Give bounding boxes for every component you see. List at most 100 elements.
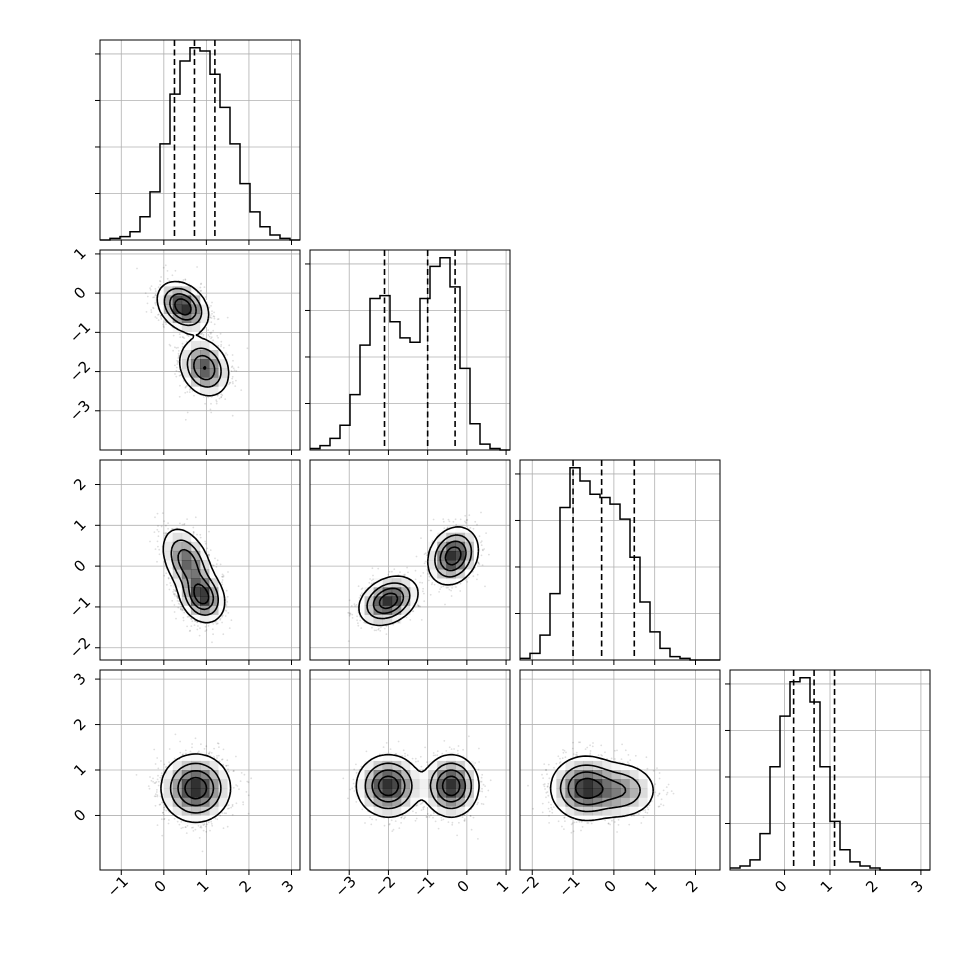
sample-point: [225, 610, 228, 612]
sample-point: [215, 563, 218, 565]
sample-point: [227, 612, 230, 614]
sample-point: [154, 516, 156, 519]
panel-plot-1-2: [310, 460, 510, 660]
contour-level-1: [163, 287, 222, 388]
sample-point: [173, 593, 176, 596]
contour-level-1: [170, 539, 219, 616]
sample-point: [176, 596, 178, 598]
sample-point: [419, 605, 421, 608]
sample-point: [171, 274, 174, 277]
sample-point: [184, 391, 187, 394]
sample-point: [210, 411, 213, 414]
sample-point: [210, 331, 213, 334]
sample-point: [199, 290, 202, 292]
sample-point: [177, 350, 180, 352]
sample-point: [211, 564, 214, 567]
sample-point: [186, 411, 189, 414]
sample-point: [226, 601, 229, 603]
sample-point: [157, 319, 160, 322]
sample-point: [220, 395, 223, 398]
sample-point: [224, 398, 227, 400]
sample-point: [234, 385, 237, 387]
sample-point: [221, 573, 224, 576]
sample-point: [163, 326, 165, 329]
sample-point: [403, 574, 406, 577]
sample-point: [369, 578, 371, 580]
sample-point: [179, 374, 182, 376]
hist-bars-3: [730, 676, 930, 871]
sample-point: [188, 388, 191, 391]
sample-point: [225, 352, 227, 355]
sample-point: [230, 366, 233, 369]
sample-point: [207, 625, 210, 627]
sample-point: [215, 402, 218, 405]
sample-point: [363, 621, 365, 624]
sample-point: [228, 383, 230, 386]
sample-point: [349, 612, 352, 615]
sample-point: [482, 549, 484, 552]
sample-point: [188, 615, 191, 618]
sample-point: [177, 357, 180, 360]
sample-point: [230, 619, 233, 622]
contour-level-0: [156, 280, 230, 397]
sample-point: [210, 321, 213, 324]
hist-panel-1: [305, 250, 510, 451]
sample-point: [174, 589, 177, 592]
sample-point: [177, 354, 180, 357]
sample-point: [145, 311, 148, 313]
sample-point: [221, 579, 224, 581]
sample-point: [171, 528, 174, 530]
sample-point: [215, 400, 218, 403]
sample-point: [213, 311, 216, 314]
sample-point: [447, 526, 449, 529]
sample-point: [168, 343, 171, 346]
sample-point: [181, 345, 184, 348]
sample-point: [157, 525, 159, 527]
sample-point: [182, 336, 185, 339]
sample-point: [208, 553, 211, 556]
sample-point: [231, 377, 234, 380]
sample-point: [163, 520, 166, 522]
hist-bars-1: [310, 256, 510, 451]
sample-point: [165, 321, 167, 324]
sample-point: [218, 397, 221, 400]
sample-point: [466, 581, 469, 583]
sample-point: [157, 530, 160, 533]
sample-point: [222, 346, 225, 349]
sample-point: [215, 399, 218, 401]
sample-point: [163, 532, 165, 534]
sample-point: [154, 302, 157, 304]
sample-point: [204, 630, 207, 632]
sample-point: [204, 540, 207, 543]
sample-point: [398, 621, 401, 623]
sample-point: [146, 302, 149, 305]
contour-level-3: [174, 298, 207, 370]
sample-point: [181, 336, 184, 338]
sample-point: [185, 385, 187, 388]
sample-point: [196, 628, 199, 631]
sample-point: [237, 366, 240, 369]
sample-point: [208, 335, 211, 338]
sample-point: [207, 553, 210, 556]
sample-point: [204, 542, 207, 545]
sample-point: [203, 286, 206, 288]
sample-point: [186, 518, 189, 520]
sample-point: [177, 356, 180, 358]
sample-point: [488, 553, 490, 556]
sample-point: [181, 523, 184, 526]
sample-point: [176, 361, 179, 364]
sample-point: [165, 532, 167, 535]
sample-point: [483, 548, 486, 550]
sample-point: [199, 536, 202, 539]
sample-point: [199, 627, 201, 630]
sample-point: [448, 520, 451, 523]
sample-point: [172, 588, 175, 591]
sample-point: [210, 317, 213, 319]
sample-point: [136, 267, 138, 270]
sample-point: [211, 628, 214, 631]
sample-point: [181, 608, 184, 611]
sample-point: [160, 525, 163, 528]
sample-point: [165, 323, 167, 325]
sample-point: [159, 280, 162, 283]
sample-point: [215, 566, 218, 568]
